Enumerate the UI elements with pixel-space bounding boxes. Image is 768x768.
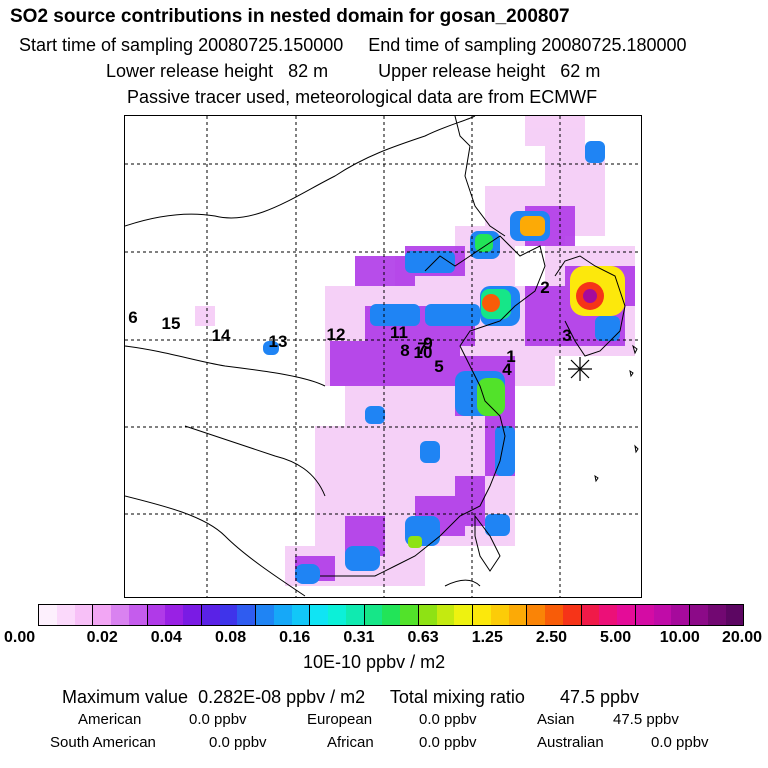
colorbar-units: 10E-10 ppbv / m2 bbox=[303, 652, 446, 672]
colorbar-segment bbox=[400, 605, 418, 625]
colorbar-segment bbox=[74, 605, 93, 625]
colorbar-segment bbox=[39, 605, 57, 625]
colorbar-segment bbox=[671, 605, 689, 625]
region-south-american: South American 0.0 ppbv bbox=[50, 734, 267, 751]
colorbar-segment bbox=[454, 605, 472, 625]
region-australian: Australian 0.0 ppbv bbox=[537, 734, 709, 751]
source-label: 12 bbox=[326, 325, 346, 344]
colorbar-segment bbox=[617, 605, 635, 625]
lower-label: Lower release height bbox=[106, 61, 274, 81]
colorbar-segment bbox=[562, 605, 581, 625]
colorbar-segment bbox=[545, 605, 563, 625]
stats-line: Maximum value 0.282E-08 ppbv / m2 Total … bbox=[62, 688, 639, 706]
colorbar-segment bbox=[219, 605, 238, 625]
source-label: 6 bbox=[128, 308, 138, 327]
source-label: 10 bbox=[413, 343, 433, 362]
source-label: 1 bbox=[506, 347, 516, 366]
colorbar-segment bbox=[526, 605, 545, 625]
end-value: 20080725.180000 bbox=[541, 35, 687, 55]
contribution-map bbox=[125, 116, 641, 597]
colorbar-segment bbox=[707, 605, 726, 625]
colorbar-segment bbox=[92, 605, 111, 625]
colorbar-segment bbox=[128, 605, 147, 625]
colorbar-tick-label: 2.50 bbox=[535, 629, 568, 646]
map-title: SO2 source contributions in nested domai… bbox=[10, 6, 570, 27]
source-label: 3 bbox=[562, 326, 572, 345]
end-label: End time of sampling bbox=[368, 35, 537, 55]
map-panel: 1 2 3 4 5 6 7 8 9 10 11 12 13 14 15 bbox=[124, 115, 642, 598]
colorbar-segment bbox=[328, 605, 346, 625]
colorbar-segment bbox=[382, 605, 400, 625]
colorbar-segment bbox=[436, 605, 455, 625]
source-label: 13 bbox=[268, 332, 288, 351]
colorbar-segment bbox=[345, 605, 364, 625]
colorbar-segment bbox=[183, 605, 201, 625]
colorbar-segment bbox=[111, 605, 129, 625]
source-label: 14 bbox=[211, 326, 231, 345]
source-label: 11 bbox=[390, 323, 408, 342]
source-label: 2 bbox=[540, 278, 550, 297]
colorbar-tick-label: 20.00 bbox=[721, 629, 762, 646]
region-asian: Asian 47.5 ppbv bbox=[537, 711, 679, 728]
colorbar-tick-label: 0.02 bbox=[86, 629, 118, 646]
colorbar-segment bbox=[689, 605, 708, 625]
colorbar-segment bbox=[363, 605, 383, 625]
colorbar-tick-label: 0.31 bbox=[343, 629, 375, 646]
source-label: 9 bbox=[423, 334, 433, 353]
colorbar-segment bbox=[165, 605, 183, 625]
colorbar bbox=[38, 604, 744, 626]
colorbar-segment bbox=[599, 605, 617, 625]
grid-lines bbox=[125, 116, 641, 597]
colorbar-segment bbox=[634, 605, 654, 625]
colorbar-tick-label: 0.08 bbox=[214, 629, 247, 646]
colorbar-tick-label: 5.00 bbox=[600, 629, 632, 646]
colorbar-segment bbox=[580, 605, 600, 625]
source-label: 8 bbox=[400, 341, 410, 360]
colorbar-tick-label: 0.63 bbox=[407, 629, 439, 646]
colorbar-tick-label: 0.16 bbox=[279, 629, 311, 646]
upper-label: Upper release height bbox=[378, 61, 546, 81]
colorbar-segment bbox=[273, 605, 292, 625]
colorbar-segment bbox=[291, 605, 310, 625]
max-label: Maximum value bbox=[62, 687, 189, 707]
plume-peak bbox=[408, 216, 625, 548]
colorbar-tick-label: 0.00 bbox=[4, 629, 36, 646]
region-american: American 0.0 ppbv bbox=[78, 711, 247, 728]
max-value: 0.282E-08 ppbv / m2 bbox=[198, 687, 366, 707]
source-label: 7 bbox=[417, 339, 427, 358]
colorbar-segment bbox=[490, 605, 509, 625]
colorbar-segment bbox=[417, 605, 437, 625]
colorbar-segment bbox=[146, 605, 166, 625]
region-european: European 0.0 ppbv bbox=[307, 711, 477, 728]
total-value: 47.5 ppbv bbox=[559, 687, 640, 707]
sampling-line: Start time of sampling 20080725.150000 E… bbox=[19, 36, 687, 54]
total-label: Total mixing ratio bbox=[389, 687, 525, 707]
colorbar-segment bbox=[508, 605, 527, 625]
colorbar-segment bbox=[255, 605, 274, 625]
source-label: 15 bbox=[161, 314, 181, 333]
colorbar-segment bbox=[309, 605, 328, 625]
colorbar-segment bbox=[237, 605, 255, 625]
colorbar-segment bbox=[653, 605, 672, 625]
release-line: Lower release height 82 m Upper release … bbox=[106, 62, 600, 80]
receptor-asterisk-icon bbox=[568, 357, 592, 381]
colorbar-segment bbox=[56, 605, 75, 625]
tracer-note: Passive tracer used, meteorological data… bbox=[127, 87, 598, 107]
coastlines bbox=[125, 116, 639, 597]
upper-value: 62 m bbox=[560, 61, 601, 81]
colorbar-segment bbox=[725, 605, 744, 625]
start-label: Start time of sampling bbox=[19, 35, 194, 55]
region-african: African 0.0 ppbv bbox=[327, 734, 477, 751]
colorbar-segment bbox=[200, 605, 220, 625]
source-label: 5 bbox=[434, 357, 444, 376]
start-value: 20080725.150000 bbox=[198, 35, 344, 55]
colorbar-segment bbox=[472, 605, 491, 625]
colorbar-tick-label: 0.04 bbox=[150, 629, 182, 646]
colorbar-tick-label: 10.00 bbox=[659, 629, 700, 646]
source-label: 4 bbox=[502, 360, 512, 379]
colorbar-tick-label: 1.25 bbox=[471, 629, 503, 646]
lower-value: 82 m bbox=[288, 61, 329, 81]
